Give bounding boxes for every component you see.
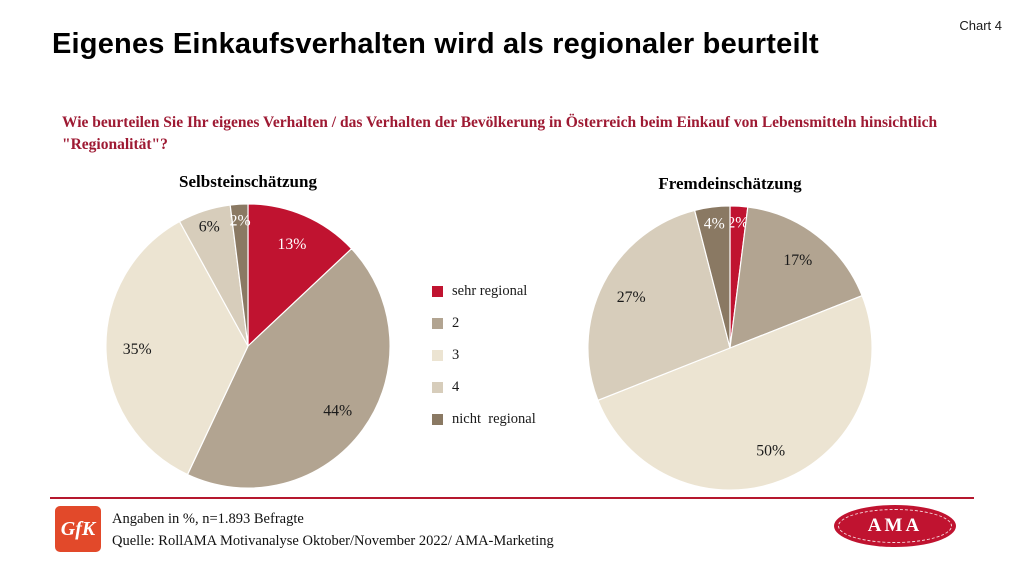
pie-value-label: 44%: [323, 403, 352, 420]
legend-swatch-icon: [432, 318, 443, 329]
gfk-logo-text: GfK: [60, 517, 96, 540]
legend-swatch-icon: [432, 350, 443, 361]
pie-value-label: 2%: [230, 213, 251, 230]
pie-slice-3: [105, 220, 249, 476]
pie-slice-nicht-regional: [229, 203, 249, 347]
pie-slice-4: [587, 209, 731, 402]
legend-swatch-icon: [432, 382, 443, 393]
footer-source: Quelle: RollAMA Motivanalyse Oktober/Nov…: [112, 533, 554, 549]
legend-swatch-icon: [432, 414, 443, 425]
legend-item-label: 2: [452, 315, 460, 331]
pie-value-label: 4%: [704, 215, 725, 232]
pie-slice-2: [729, 206, 863, 349]
legend-item-label: sehr regional: [452, 283, 528, 299]
pie-slice-nicht-regional: [693, 205, 731, 349]
pie-block-selbsteinschaetzung: Selbsteinschätzung 13% 44% 35% 6% 2%: [100, 172, 396, 494]
pie-value-label: 50%: [756, 443, 785, 460]
legend-item-label: 4: [452, 379, 460, 395]
legend: sehr regional 2 3 4 nicht regional: [432, 283, 536, 444]
page-title: Eigenes Einkaufsverhalten wird als regio…: [52, 28, 819, 60]
gfk-logo: GfK: [55, 506, 101, 552]
legend-item: nicht regional: [432, 411, 536, 427]
legend-swatch-icon: [432, 286, 443, 297]
ama-logo-text: AMA: [867, 515, 923, 536]
survey-question: Wie beurteilen Sie Ihr eigenes Verhalten…: [62, 114, 938, 154]
legend-item-label: nicht regional: [452, 411, 536, 427]
pie-slice-2: [186, 247, 391, 489]
pie-chart-selbsteinschaetzung: 13% 44% 35% 6% 2%: [105, 203, 391, 489]
pie-title-selbsteinschaetzung: Selbsteinschätzung: [179, 172, 317, 191]
pie-value-label: 35%: [123, 341, 152, 358]
pie-slice-3: [597, 294, 873, 491]
legend-item: 3: [432, 347, 536, 363]
legend-item: sehr regional: [432, 283, 536, 299]
pie-value-label: 2%: [727, 215, 748, 232]
footer-note: Angaben in %, n=1.893 Befragte: [112, 511, 304, 527]
pie-value-label: 27%: [617, 289, 646, 306]
legend-item: 4: [432, 379, 536, 395]
pie-slice-sehr-regional: [247, 203, 353, 348]
pie-title-fremdeinschaetzung: Fremdeinschätzung: [658, 174, 802, 193]
footer-divider: [50, 497, 974, 499]
legend-item: 2: [432, 315, 536, 331]
legend-item-label: 3: [452, 347, 460, 363]
pie-block-fremdeinschaetzung: Fremdeinschätzung 2% 17% 50% 27% 4%: [582, 174, 878, 496]
pie-value-label: 6%: [199, 219, 220, 236]
pie-chart-fremdeinschaetzung: 2% 17% 50% 27% 4%: [587, 205, 873, 491]
chart-number-label: Chart 4: [959, 18, 1002, 33]
footer-text: Angaben in %, n=1.893 Befragte Quelle: R…: [112, 508, 554, 552]
ama-logo: AMA: [834, 505, 956, 547]
pie-value-label: 17%: [783, 252, 812, 269]
pie-value-label: 13%: [278, 236, 307, 253]
